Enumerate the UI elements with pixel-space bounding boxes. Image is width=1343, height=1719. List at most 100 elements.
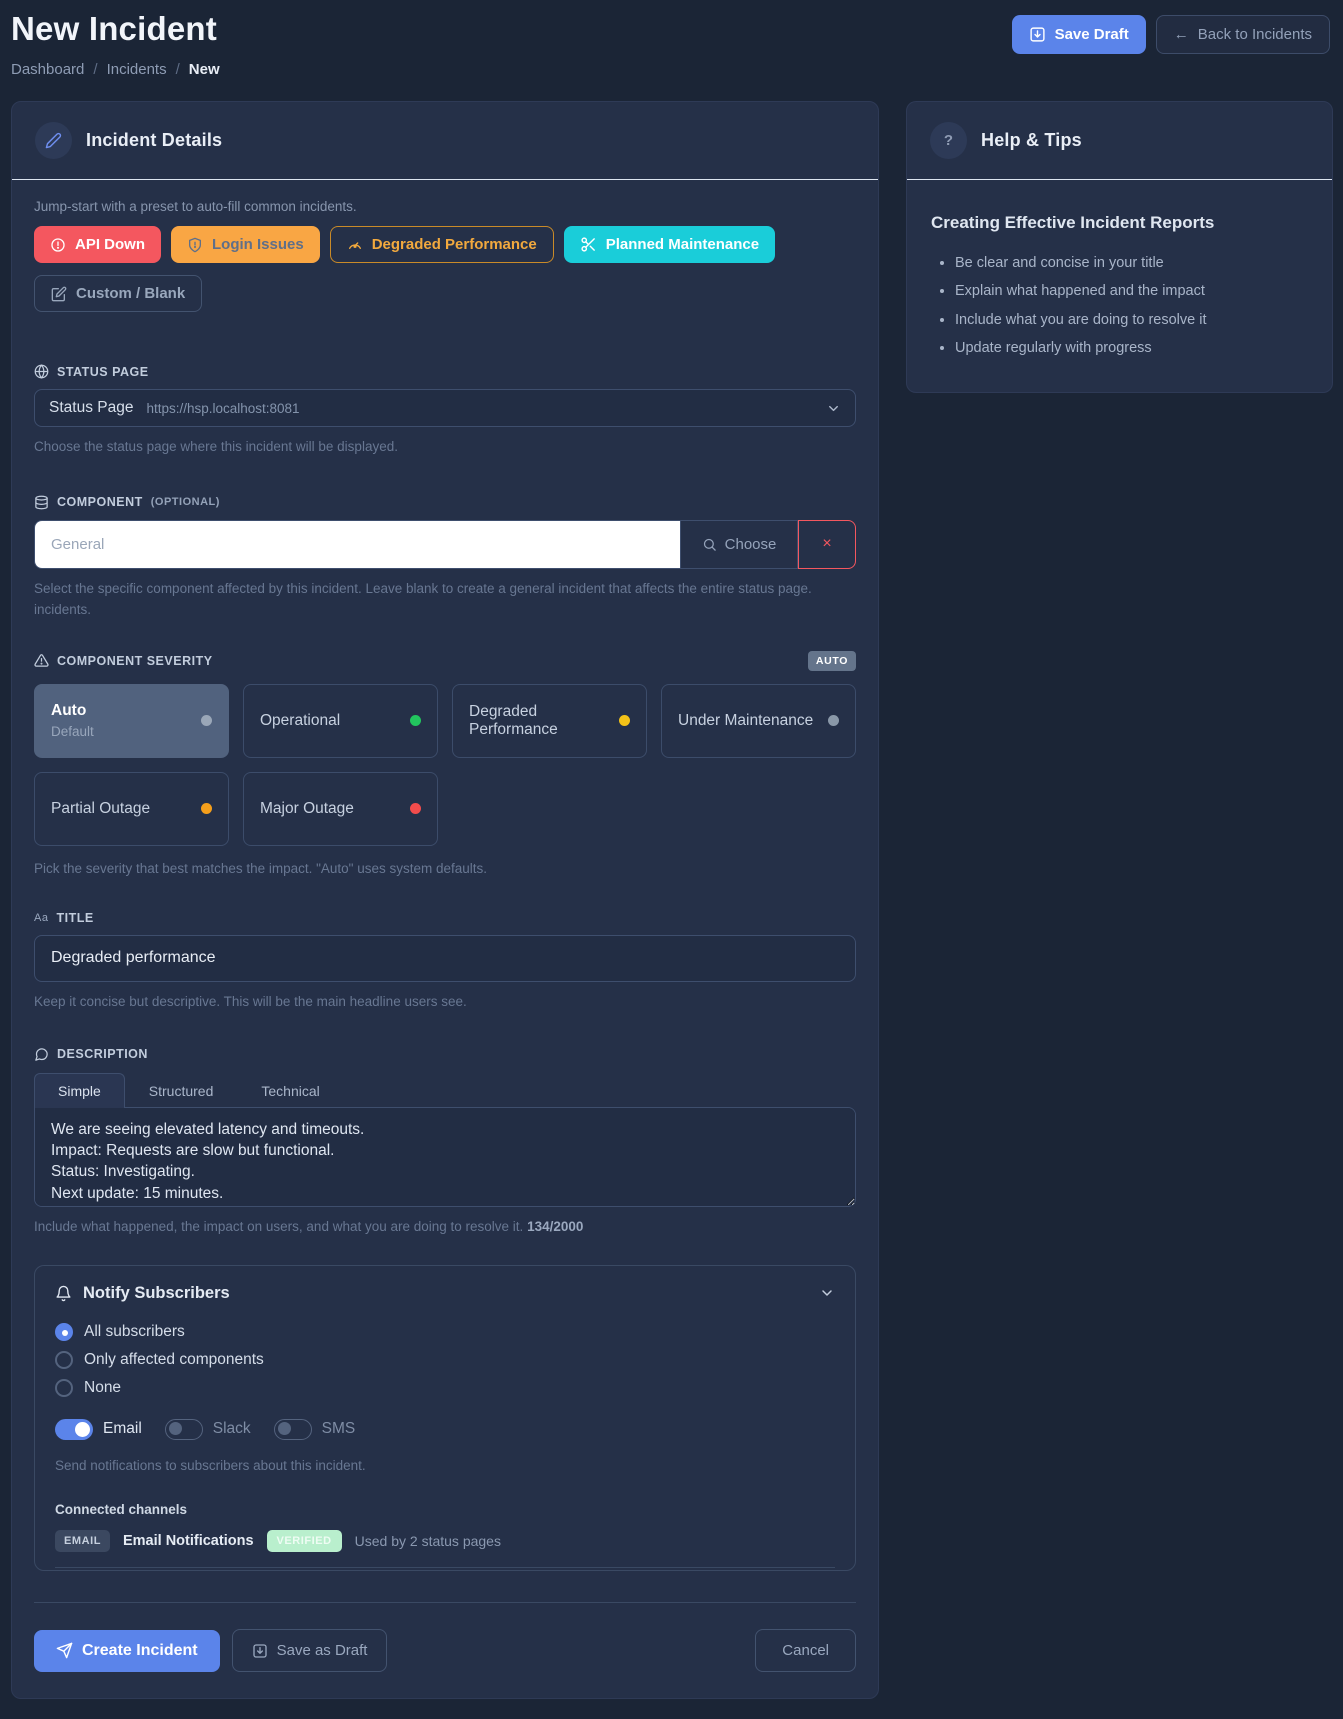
preset-buttons: API Down Login Issues Degraded Performan…: [34, 226, 856, 263]
audience-radio-group: All subscribers Only affected components…: [55, 1318, 835, 1402]
scissors-icon: [581, 237, 595, 252]
breadcrumb-dashboard[interactable]: Dashboard: [11, 61, 85, 78]
description-tabs: Simple Structured Technical: [34, 1072, 856, 1108]
severity-option-operational[interactable]: Operational: [243, 683, 438, 758]
severity-option-auto[interactable]: Auto Default: [34, 683, 229, 758]
download-icon: [1029, 27, 1045, 42]
notify-title: Notify Subscribers: [83, 1283, 230, 1302]
save-as-draft-button[interactable]: Save as Draft: [231, 1629, 388, 1673]
radio-icon: [55, 1350, 73, 1369]
severity-options: Auto Default Operational Degraded Perfor…: [34, 683, 856, 846]
status-page-select[interactable]: Status Page https://hsp.localhost:8081: [34, 389, 856, 427]
severity-option-maintenance[interactable]: Under Maintenance: [661, 683, 856, 758]
char-counter: 134/2000: [527, 1218, 584, 1234]
tips-list: Be clear and concise in your title Expla…: [955, 249, 1308, 362]
severity-option-major-outage[interactable]: Major Outage: [243, 771, 438, 846]
toggle-on-icon: [55, 1418, 93, 1440]
breadcrumb-separator: /: [93, 61, 98, 78]
preset-custom-blank-button[interactable]: Custom / Blank: [34, 275, 203, 312]
toggle-label: SMS: [321, 1420, 356, 1438]
component-clear-button[interactable]: ×: [798, 519, 856, 569]
tab-simple[interactable]: Simple: [34, 1072, 125, 1108]
edit-square-icon: [51, 286, 67, 301]
severity-name: Under Maintenance: [678, 711, 814, 729]
warning-triangle-icon: [34, 654, 49, 668]
severity-name: Operational: [260, 711, 341, 729]
preset-hint: Jump-start with a preset to auto-fill co…: [34, 199, 357, 214]
severity-label: COMPONENT SEVERITY: [57, 653, 213, 668]
severity-name: Auto: [51, 702, 87, 720]
severity-help: Pick the severity that best matches the …: [34, 860, 488, 876]
description-help: Include what happened, the impact on use…: [34, 1218, 524, 1234]
incident-details-header: Incident Details: [12, 102, 878, 180]
tip-item: Include what you are doing to resolve it: [955, 306, 1308, 334]
channel-name: Email Notifications: [122, 1533, 254, 1550]
channel-row: EMAIL Email Notifications VERIFIED Used …: [55, 1530, 835, 1569]
preset-degraded-performance-button[interactable]: Degraded Performance: [329, 226, 554, 263]
email-toggle[interactable]: Email: [55, 1418, 142, 1440]
search-icon: [703, 538, 716, 551]
breadcrumb: Dashboard / Incidents / New: [11, 61, 220, 78]
radio-selected-icon: [55, 1322, 73, 1341]
status-page-field: STATUS PAGE Status Page https://hsp.loca…: [34, 364, 856, 458]
back-to-incidents-button[interactable]: ← Back to Incidents: [1155, 15, 1330, 54]
notify-help: Send notifications to subscribers about …: [55, 1457, 366, 1473]
sms-toggle[interactable]: SMS: [273, 1418, 356, 1440]
tip-item: Update regularly with progress: [955, 334, 1308, 362]
database-icon: [35, 495, 48, 510]
title-help: Keep it concise but descriptive. This wi…: [34, 993, 467, 1009]
status-dot: [201, 803, 212, 815]
description-label: DESCRIPTION: [57, 1047, 148, 1062]
notify-subscribers-panel: Notify Subscribers All subscribers Only …: [34, 1264, 856, 1572]
component-label: COMPONENT: [57, 495, 143, 510]
title-label: TITLE: [56, 910, 94, 925]
preset-login-issues-button[interactable]: Login Issues: [171, 226, 320, 263]
component-choose-button[interactable]: Choose: [680, 519, 798, 569]
download-icon: [252, 1644, 267, 1658]
tip-item: Be clear and concise in your title: [955, 249, 1308, 277]
tab-technical[interactable]: Technical: [261, 1082, 320, 1099]
form-actions: Create Incident Save as Draft Cancel: [34, 1602, 856, 1673]
create-incident-button[interactable]: Create Incident: [34, 1629, 220, 1672]
breadcrumb-current: New: [188, 61, 220, 78]
radio-only-affected-components[interactable]: Only affected components: [55, 1346, 835, 1374]
cancel-label: Cancel: [782, 1642, 829, 1660]
cancel-button[interactable]: Cancel: [755, 1629, 856, 1673]
slack-toggle[interactable]: Slack: [164, 1418, 251, 1440]
notify-header[interactable]: Notify Subscribers: [55, 1284, 835, 1303]
tip-item: Explain what happened and the impact: [955, 277, 1308, 305]
severity-option-degraded[interactable]: Degraded Performance: [452, 683, 647, 758]
radio-all-subscribers[interactable]: All subscribers: [55, 1318, 835, 1346]
component-input[interactable]: [34, 519, 680, 569]
preset-label: Login Issues: [212, 236, 304, 253]
connected-channels-title: Connected channels: [55, 1502, 188, 1518]
preset-api-down-button[interactable]: API Down: [34, 226, 161, 263]
status-dot: [201, 715, 212, 727]
preset-planned-maintenance-button[interactable]: Planned Maintenance: [563, 226, 776, 263]
verified-badge: VERIFIED: [266, 1530, 342, 1553]
severity-option-partial-outage[interactable]: Partial Outage: [34, 771, 229, 846]
status-dot: [410, 803, 421, 815]
title-input[interactable]: [34, 934, 856, 982]
description-field: DESCRIPTION Simple Structured Technical …: [34, 1047, 856, 1238]
severity-name: Partial Outage: [51, 799, 151, 817]
save-as-draft-label: Save as Draft: [276, 1642, 368, 1660]
breadcrumb-incidents[interactable]: Incidents: [106, 61, 167, 78]
component-field: COMPONENT (OPTIONAL) Choose ×: [34, 495, 856, 621]
status-page-help: Choose the status page where this incide…: [34, 439, 398, 454]
preset-label: API Down: [75, 236, 145, 253]
radio-none[interactable]: None: [55, 1374, 835, 1402]
globe-icon: [34, 364, 49, 379]
description-textarea[interactable]: We are seeing elevated latency and timeo…: [34, 1106, 856, 1207]
bell-icon: [56, 1285, 71, 1301]
help-tips-card: ? Help & Tips Creating Effective Inciden…: [906, 101, 1333, 394]
breadcrumb-separator: /: [175, 61, 180, 78]
arrow-left-icon: ←: [1173, 26, 1189, 43]
auto-badge: AUTO: [807, 650, 856, 671]
status-page-url: https://hsp.localhost:8081: [146, 400, 300, 416]
tab-structured[interactable]: Structured: [148, 1082, 214, 1099]
save-draft-button[interactable]: Save Draft: [1011, 15, 1146, 54]
component-optional-label: (OPTIONAL): [150, 496, 220, 509]
radio-label: All subscribers: [84, 1322, 185, 1340]
chevron-down-icon[interactable]: [819, 1285, 835, 1301]
